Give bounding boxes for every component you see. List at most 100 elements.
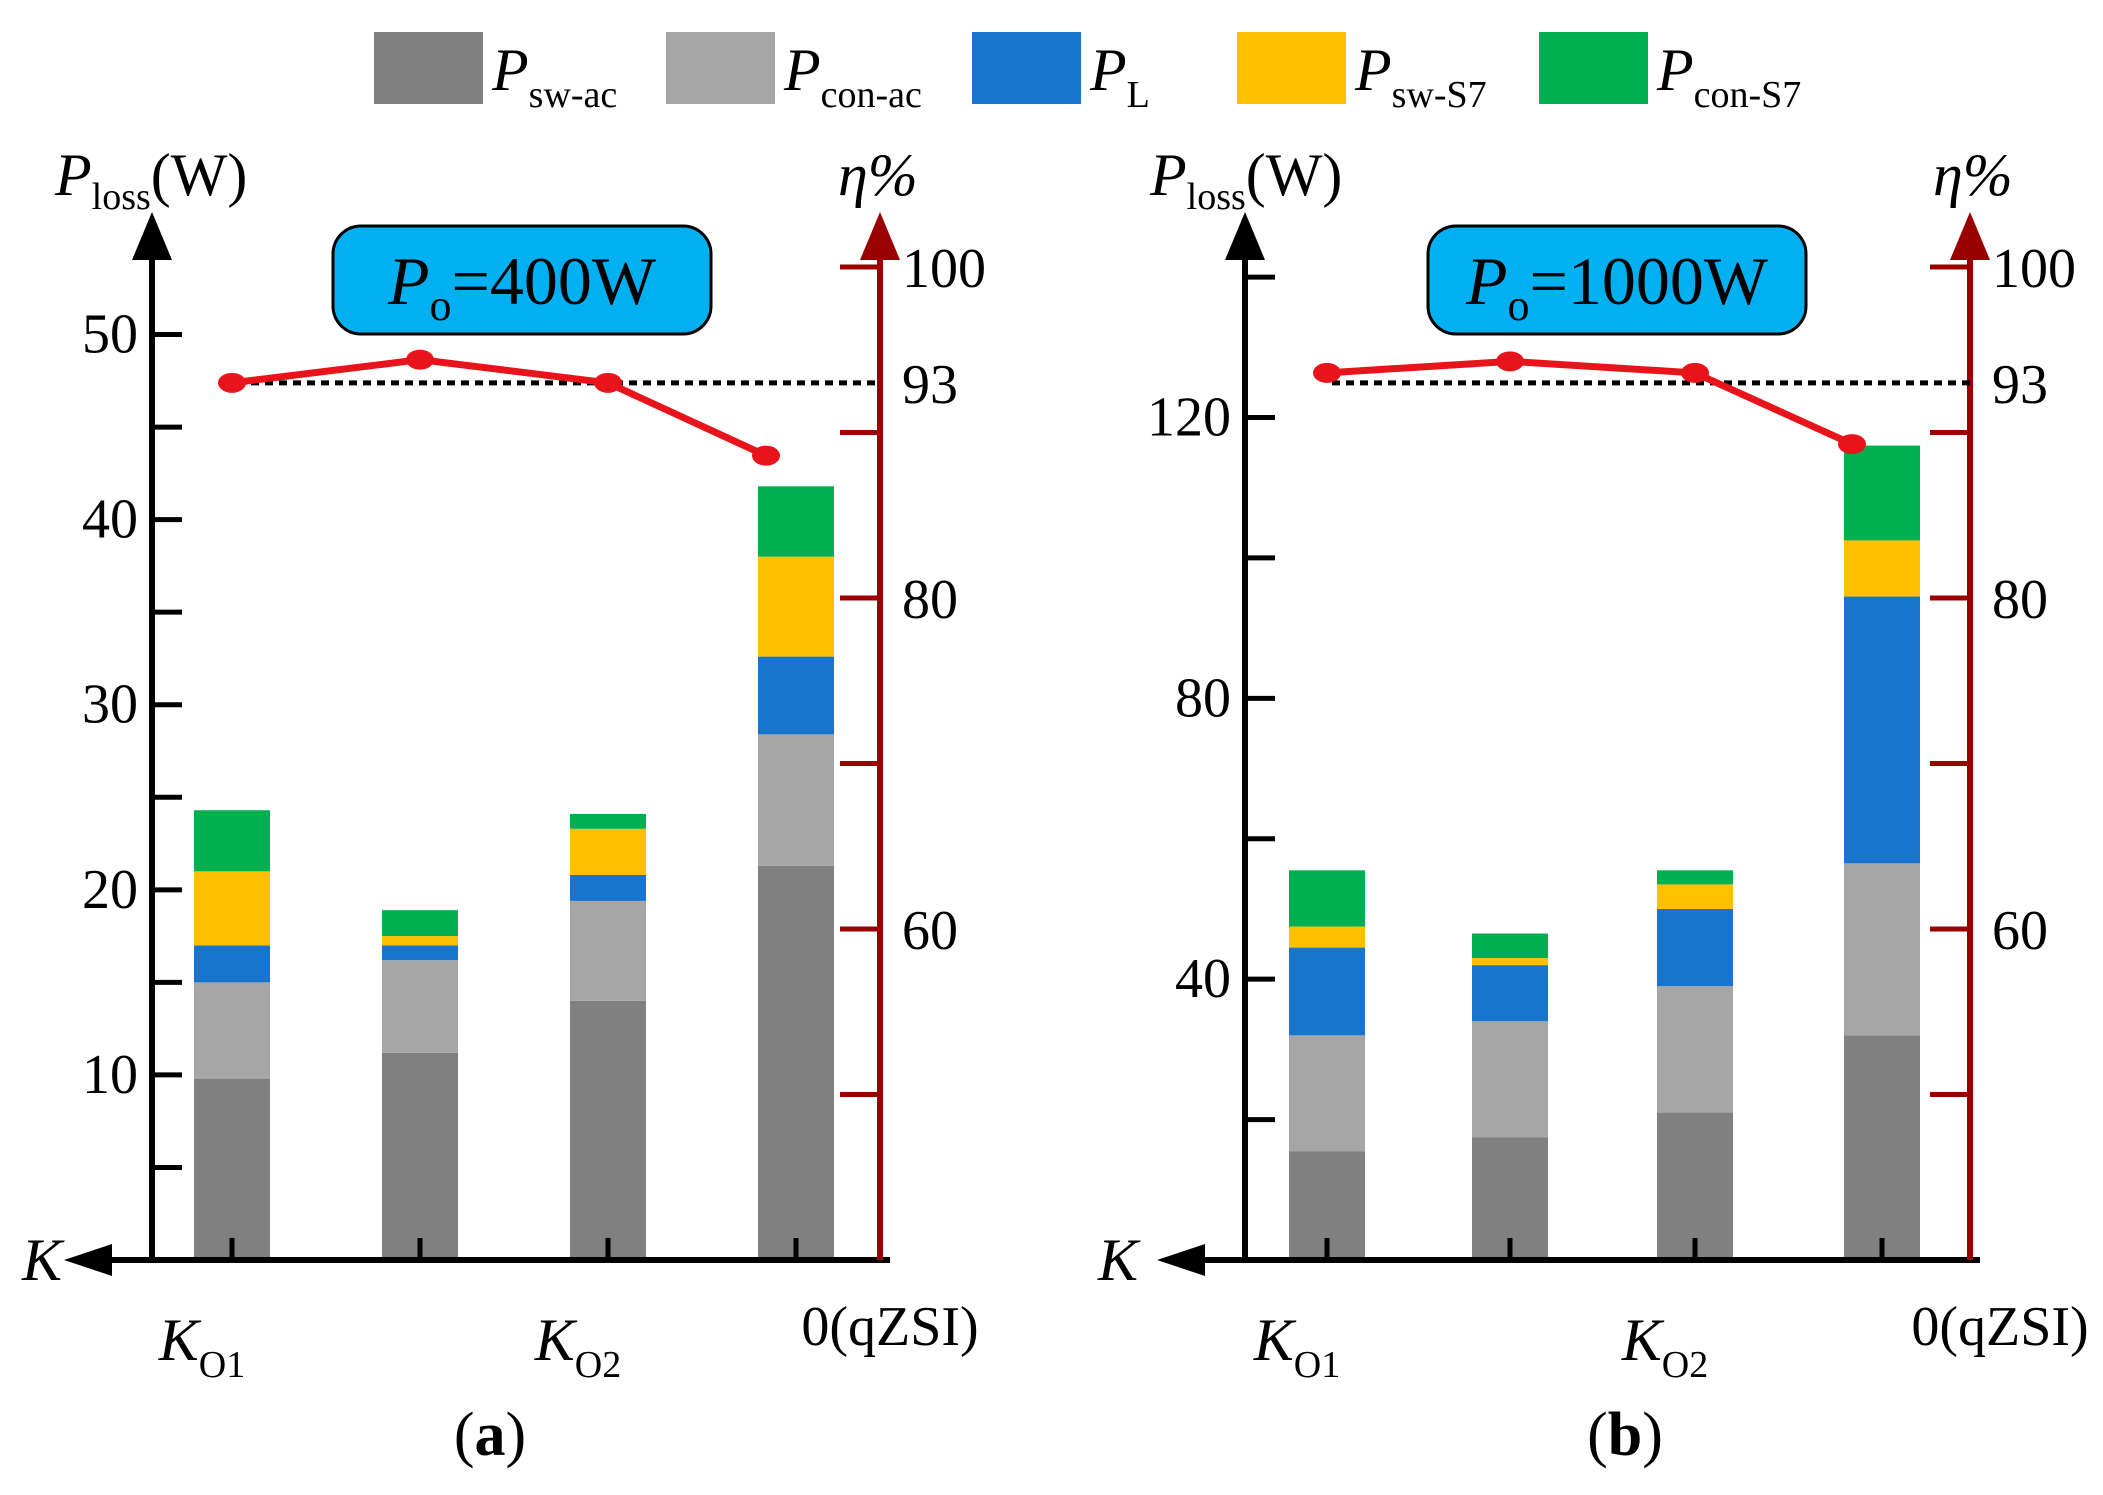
y2-tick-label-60: 60 [1992,900,2048,962]
efficiency-point-1 [1313,362,1341,383]
legend: Psw-ac Pcon-ac PL Psw-S7 Pcon-S7 [374,32,1801,116]
bar-Pcon-ac-cat2 [382,960,458,1053]
power-annotation-label: Po=1000W [1465,243,1769,330]
y2-tick-label-80: 80 [902,569,958,631]
bar-PL-cat2 [382,945,458,961]
legend-label-con-S7: Pcon-S7 [1656,37,1801,116]
bar-PL-cat2 [1472,965,1548,1022]
bar-Pcon-ac-cat1 [194,982,270,1079]
legend-swatch-con-S7 [1539,32,1648,104]
bar-Pcon-ac-cat3 [1657,986,1733,1113]
bar-PL-cat1 [1289,947,1365,1036]
y2-tick-label-93: 93 [1992,354,2048,416]
y2-axis-label: η% [838,142,918,208]
bar-Pcon-S7-cat1 [1289,870,1365,927]
bar-Psw-S7-cat3 [1657,884,1733,909]
bar-Pcon-S7-cat4 [1844,445,1920,541]
bar-Pcon-S7-cat1 [194,810,270,872]
efficiency-point-2 [406,349,434,370]
bar-Psw-ac-cat3 [1657,1112,1733,1260]
y-tick-label-40: 40 [82,489,138,551]
bar-Pcon-ac-cat1 [1289,1035,1365,1152]
bar-Pcon-ac-cat3 [570,900,646,1001]
y2-axis-label: η% [1933,142,2013,208]
bar-Pcon-S7-cat2 [1472,933,1548,959]
efficiency-point-2 [1496,351,1524,372]
power-annotation-box [331,224,713,336]
y-tick-label-50: 50 [82,304,138,366]
y2-tick-label-93: 93 [902,354,958,416]
bar-PL-cat3 [1657,908,1733,987]
y-tick-label-120: 120 [1147,387,1231,449]
panel-caption: (b) [1587,1401,1663,1469]
bar-Pcon-ac-cat2 [1472,1021,1548,1138]
x-axis-arrow [1157,1244,1205,1276]
y-tick-label-80: 80 [1175,667,1231,729]
y-axis-label: Ploss(W) [54,142,247,218]
y-axis-label: Ploss(W) [1149,142,1342,218]
legend-label-sw-S7: Psw-S7 [1354,37,1487,116]
legend-swatch-sw-ac [374,32,483,104]
bar-Psw-ac-cat4 [1844,1035,1920,1260]
y-tick-label-30: 30 [82,674,138,736]
power-annotation-box [1426,224,1808,336]
x-axis-label: K [21,1227,65,1293]
bar-PL-cat4 [758,656,834,735]
y-tick-label-20: 20 [82,859,138,921]
bar-Psw-S7-cat4 [758,556,834,657]
y2-tick-label-80: 80 [1992,569,2048,631]
x-tick-label-3: KO2 [534,1307,621,1386]
bar-Psw-S7-cat1 [194,871,270,946]
y2-tick-label-100: 100 [902,238,986,300]
x-tick-label-4: 0(qZSI) [1911,1296,2088,1358]
bar-Pcon-S7-cat3 [1657,870,1733,885]
bar-Psw-S7-cat1 [1289,926,1365,948]
panel-a: 10 20 30 40 50 Ploss(W) K KO1 KO2 0(qZSI) 60 80 93 10… [21,142,986,1469]
x-axis-label: K [1097,1227,1141,1293]
y-tick-label-10: 10 [82,1044,138,1106]
x-tick-label-1: KO1 [1253,1307,1340,1386]
bar-Psw-S7-cat3 [570,828,646,876]
efficiency-point-3 [1681,362,1709,383]
y-axis-right-arrow [1950,212,1990,260]
bar-Pcon-ac-cat4 [1844,863,1920,1036]
legend-swatch-L [972,32,1081,104]
efficiency-line [231,356,768,459]
legend-swatch-con-ac [666,32,775,104]
power-annotation-label: Po=400W [387,243,657,330]
legend-label-con-ac: Pcon-ac [783,37,922,116]
efficiency-point-3 [594,372,622,393]
legend-swatch-sw-S7 [1237,32,1346,104]
bar-PL-cat1 [194,945,270,983]
bar-Pcon-S7-cat3 [570,813,646,829]
x-tick-label-4: 0(qZSI) [801,1296,978,1358]
y-axis-right-arrow [860,212,900,260]
efficiency-point-4 [1838,434,1866,455]
legend-label-sw-ac: Psw-ac [491,37,617,116]
panel-b: 40 80 120 Ploss(W) K KO1 KO2 0(qZSI) 60 80 93 100 η%… [1097,142,2089,1469]
efficiency-point-4 [752,445,780,466]
efficiency-point-1 [218,372,246,393]
y-axis-left-arrow [1225,212,1265,260]
y2-tick-label-100: 100 [1992,238,2076,300]
bar-Pcon-ac-cat4 [758,734,834,866]
bar-Psw-S7-cat2 [1472,958,1548,966]
x-tick-label-3: KO2 [1621,1307,1708,1386]
bar-Pcon-S7-cat4 [758,486,834,557]
y-tick-label-40: 40 [1175,948,1231,1010]
panel-caption: (a) [454,1401,526,1469]
x-tick-label-1: KO1 [158,1307,245,1386]
bar-Psw-ac-cat2 [382,1052,458,1260]
x-axis-arrow [64,1244,112,1276]
efficiency-line [1326,357,1854,448]
bar-Psw-ac-cat3 [570,1000,646,1260]
bar-Psw-S7-cat4 [1844,540,1920,597]
bar-Psw-S7-cat2 [382,936,458,946]
bar-Psw-ac-cat1 [194,1078,270,1260]
bar-PL-cat4 [1844,596,1920,864]
y-axis-left-arrow [132,212,172,260]
bar-Pcon-S7-cat2 [382,910,458,937]
legend-label-L: PL [1089,37,1150,116]
bar-Psw-ac-cat4 [758,865,834,1260]
